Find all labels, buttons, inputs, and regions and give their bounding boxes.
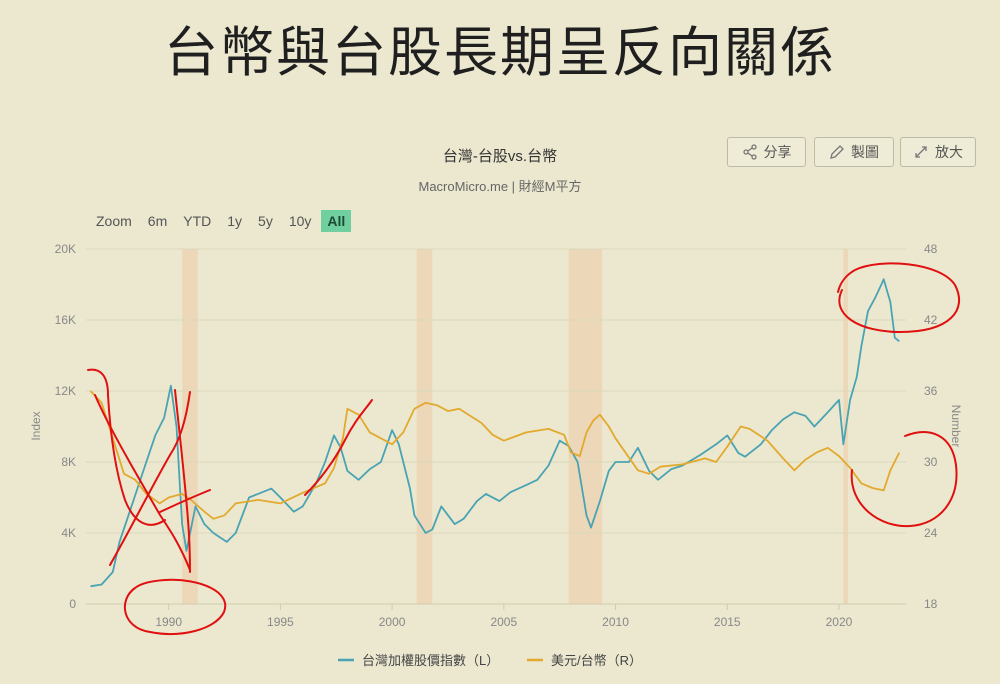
share-label: 分享 [763, 144, 792, 160]
annotation-ellipse-2021-twd [850, 431, 958, 528]
recession-band [416, 249, 433, 604]
annotation-ellipse-1990 [124, 578, 227, 635]
series-line-usdtwd [89, 390, 901, 520]
x-tick-label: 1995 [267, 615, 294, 629]
y-tick-label-right: 18 [924, 597, 938, 611]
legend-label-taiex: 台灣加權股價指數（L） [362, 653, 499, 668]
draw-button[interactable]: 製圖 [814, 137, 894, 167]
range-1y-button[interactable]: 1y [227, 213, 243, 229]
y-tick-label-left: 4K [61, 526, 76, 540]
recession-bands [182, 249, 848, 604]
y-tick-label-left: 16K [55, 313, 76, 327]
range-6m-button[interactable]: 6m [147, 213, 168, 229]
y-tick-label-right: 42 [924, 313, 938, 327]
range-5y-button[interactable]: 5y [258, 213, 273, 229]
series-line-taiex [90, 278, 900, 588]
x-tick-label: 2010 [602, 615, 629, 629]
chart-title: 台灣-台股vs.台幣 [442, 148, 558, 165]
annotation-scribble-cross [109, 391, 191, 566]
y-tick-label-right: 48 [924, 242, 938, 256]
annotation-scribble-1991 [159, 489, 211, 513]
y-tick-label-left: 12K [55, 384, 76, 398]
series-lines [89, 278, 901, 588]
y-tick-label-left: 20K [55, 242, 76, 256]
share-button[interactable]: 分享 [727, 137, 806, 167]
x-tick-label: 2000 [379, 615, 406, 629]
slide-title: 台幣與台股長期呈反向關係 [164, 21, 836, 84]
y-tick-label-left: 0 [69, 597, 76, 611]
chart-subtitle: MacroMicro.me | 財經M平方 [418, 179, 582, 194]
hand-drawn-annotations [87, 262, 961, 635]
right-axis: 18 24 30 36 42 48 [924, 242, 938, 611]
y-tick-label-left: 8K [61, 455, 76, 469]
range-all-button[interactable]: All [321, 210, 352, 232]
legend: 台灣加權股價指數（L） 美元/台幣（R） [338, 653, 642, 668]
legend-label-usdtwd: 美元/台幣（R） [551, 653, 642, 668]
range-ytd-button[interactable]: YTD [183, 213, 212, 229]
annotation-ellipse-2021-peak [837, 262, 961, 334]
pencil-icon [830, 145, 844, 159]
share-icon [742, 144, 757, 160]
draw-label: 製圖 [851, 144, 879, 160]
y-tick-label-right: 36 [924, 384, 938, 398]
zoom-label: Zoom [96, 213, 132, 229]
annotation-scribble-1997 [304, 399, 373, 496]
x-tick-label: 1990 [155, 615, 182, 629]
left-axis: 0 4K 8K 12K 16K 20K [55, 242, 77, 611]
y-tick-label-right: 30 [924, 455, 938, 469]
y-tick-label-right: 24 [924, 526, 938, 540]
annotation-scribble-1990-spike [174, 389, 191, 573]
expand-icon [915, 146, 927, 158]
x-tick-label: 2005 [490, 615, 517, 629]
annotation-scribble-left [87, 368, 166, 526]
grid-lines [86, 248, 906, 605]
expand-label: 放大 [935, 144, 963, 160]
range-10y-button[interactable]: 10y [288, 213, 312, 229]
recession-band [568, 249, 603, 604]
y-axis-label-right: Number [949, 405, 963, 448]
expand-button[interactable]: 放大 [900, 137, 976, 167]
x-tick-label: 2015 [714, 615, 741, 629]
annotation-scribble-down [94, 394, 191, 571]
y-axis-label-left: Index [29, 411, 43, 440]
x-tick-label: 2020 [826, 615, 853, 629]
x-axis: 1990 1995 2000 2005 2010 2015 2020 [86, 603, 906, 629]
range-selector: Zoom 6m YTD 1y 5y 10y All [90, 208, 355, 234]
